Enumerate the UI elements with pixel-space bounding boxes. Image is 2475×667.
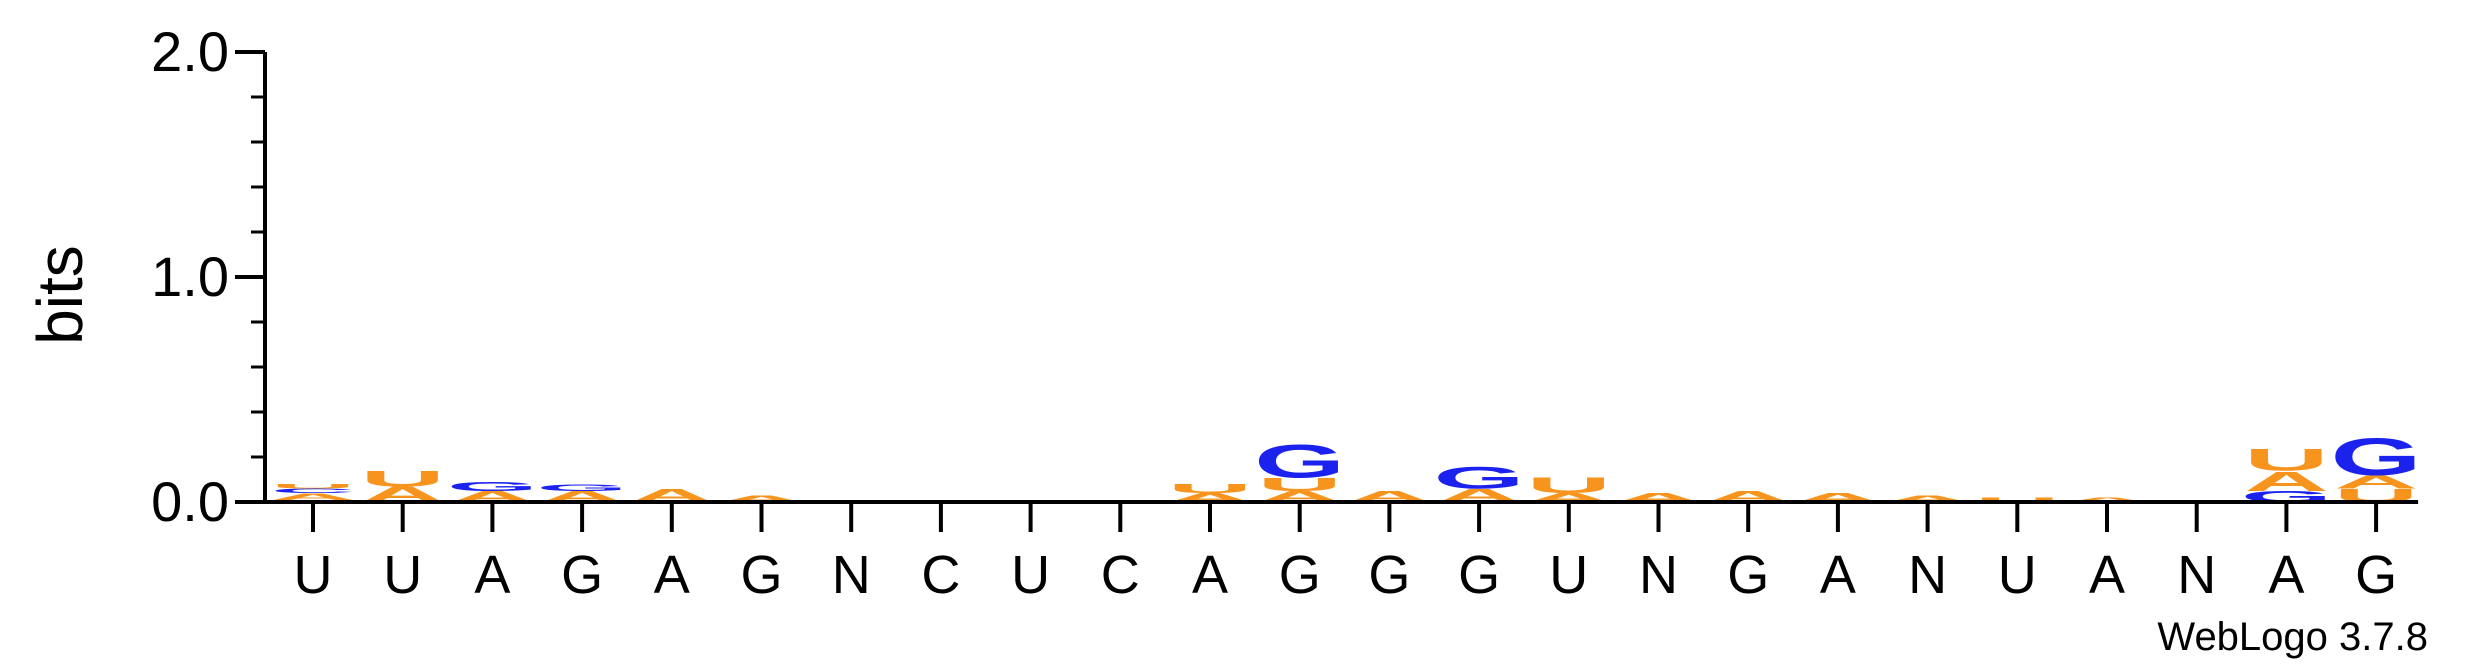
- logo-letter-U: U: [1257, 474, 1342, 495]
- x-tick-label: A: [1820, 545, 1856, 605]
- letter-stacks: GACUAUAGAGAAAUAUGAAGAUAAAAUAGAUUAG: [267, 428, 2421, 507]
- logo-letter-C: C: [271, 487, 356, 494]
- x-tick-label: G: [1458, 545, 1500, 605]
- y-axis-label: bits: [24, 245, 96, 345]
- x-tick-label: U: [1998, 545, 2037, 605]
- logo-letter-G: G: [1434, 460, 1525, 495]
- logo-letter-U: U: [271, 483, 356, 490]
- logo-letter-G: G: [537, 482, 628, 492]
- x-tick-label: A: [474, 545, 510, 605]
- logo-letter-U: U: [1527, 473, 1612, 497]
- x-tick-label: U: [294, 545, 333, 605]
- x-tick-label: N: [1639, 545, 1678, 605]
- logo-letter-A: A: [2334, 472, 2419, 493]
- logo-letter-A: A: [2244, 466, 2329, 497]
- x-tick-label: G: [740, 545, 782, 605]
- logo-letter-U: U: [1975, 496, 2060, 503]
- logo-letter-A: A: [271, 491, 356, 501]
- x-tick-label: N: [2177, 545, 2216, 605]
- x-tick-label: A: [2268, 545, 2304, 605]
- logo-letter-U: U: [360, 467, 445, 491]
- logo-letter-G: G: [447, 479, 538, 493]
- x-tick-label: A: [1192, 545, 1228, 605]
- logo-letter-G: G: [1254, 435, 1345, 488]
- weblogo-credit: WebLogo 3.7.8: [2157, 615, 2428, 659]
- y-tick-label: 2.0: [151, 20, 229, 83]
- x-tick-label: N: [1908, 545, 1947, 605]
- x-tick-label: G: [1727, 545, 1769, 605]
- x-tick-label: G: [1279, 545, 1321, 605]
- x-tick-label: G: [1368, 545, 1410, 605]
- logo-letter-G: G: [2331, 428, 2422, 487]
- logo-letter-A: A: [1885, 494, 1970, 504]
- axes: 0.01.02.0U U A G A G N C U C A G G G U N G A N U A N A G: [151, 20, 2419, 605]
- y-tick-label: 1.0: [151, 245, 229, 308]
- x-tick-label: U: [1011, 545, 1050, 605]
- x-tick-label: C: [921, 545, 960, 605]
- x-tick-label: G: [2355, 545, 2397, 605]
- x-tick-label: C: [1101, 545, 1140, 605]
- logo-letter-U: U: [2244, 442, 2329, 477]
- x-tick-label: U: [383, 545, 422, 605]
- x-tick-label: A: [654, 545, 690, 605]
- x-tick-label: A: [2089, 545, 2125, 605]
- logo-letter-A: A: [719, 494, 804, 504]
- x-tick-label: U: [1549, 545, 1588, 605]
- x-tick-label: G: [561, 545, 603, 605]
- logo-letter-U: U: [1168, 482, 1253, 496]
- logo-letter-A: A: [2065, 496, 2150, 503]
- y-tick-label: 0.0: [151, 470, 229, 533]
- x-tick-label: N: [832, 545, 871, 605]
